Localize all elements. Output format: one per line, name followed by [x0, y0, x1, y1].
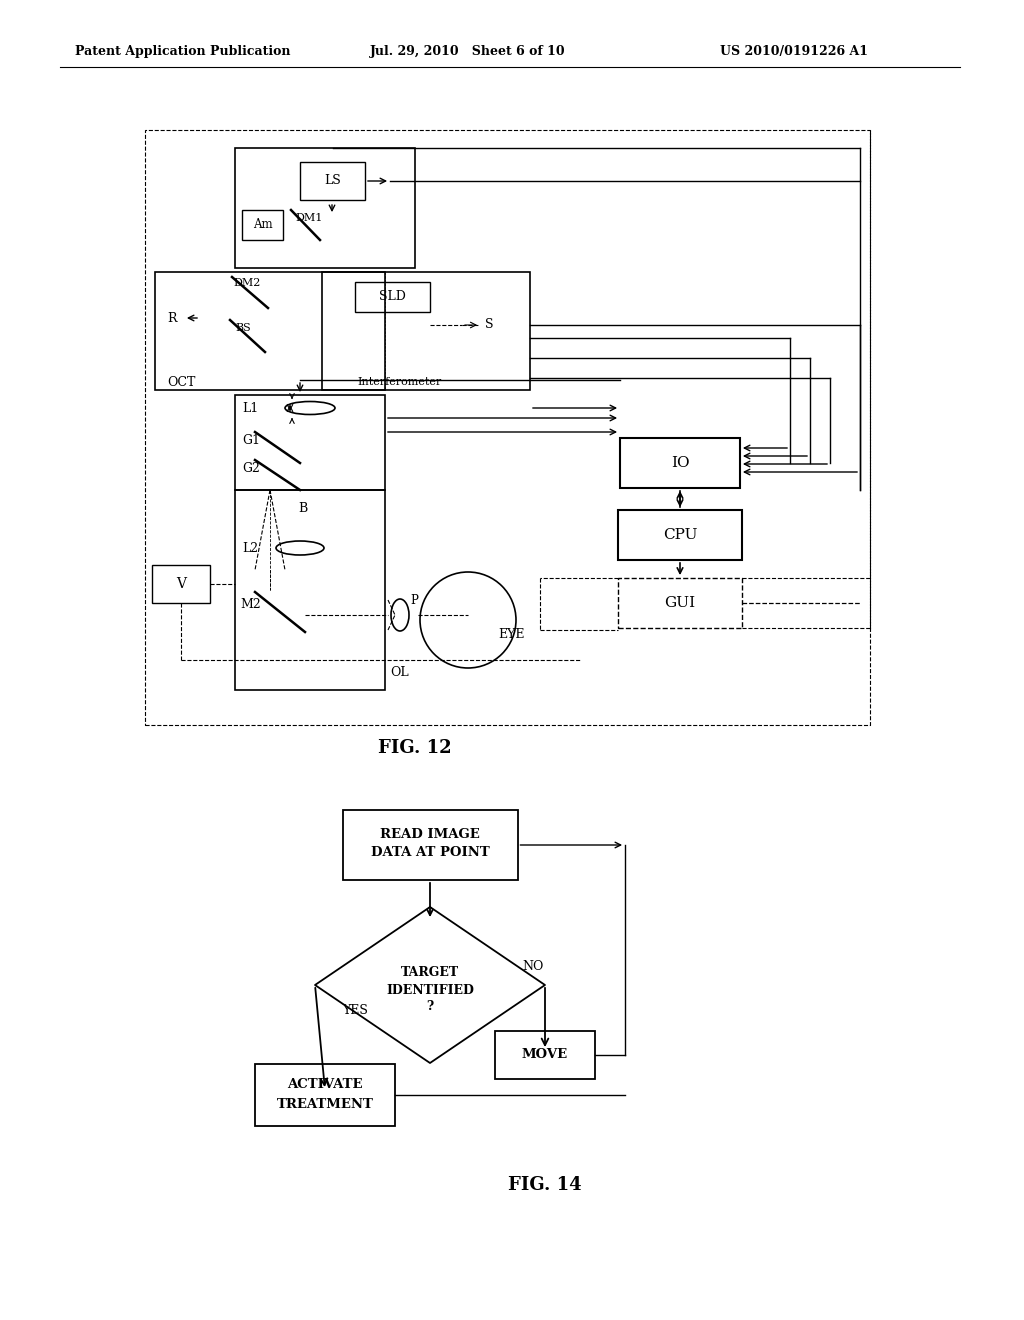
Text: TARGET: TARGET — [401, 966, 459, 979]
Text: Interferometer: Interferometer — [357, 378, 442, 387]
Bar — [495, 1031, 595, 1078]
Text: MOVE: MOVE — [522, 1048, 568, 1061]
Text: DM1: DM1 — [295, 213, 323, 223]
Text: LS: LS — [325, 174, 341, 187]
Text: L2: L2 — [242, 541, 258, 554]
Text: V: V — [176, 577, 186, 591]
Bar — [234, 148, 415, 268]
Text: S: S — [485, 318, 494, 331]
Text: US 2010/0191226 A1: US 2010/0191226 A1 — [720, 45, 868, 58]
Bar — [242, 210, 283, 240]
Text: IDENTIFIED: IDENTIFIED — [386, 983, 474, 997]
Text: IO: IO — [671, 455, 689, 470]
Bar — [152, 565, 210, 603]
Bar — [145, 129, 870, 725]
Text: FIG. 14: FIG. 14 — [508, 1176, 582, 1195]
Text: FIG. 12: FIG. 12 — [378, 739, 452, 756]
Text: ACTIVATE: ACTIVATE — [288, 1078, 362, 1092]
Text: M2: M2 — [240, 598, 261, 611]
Bar — [255, 1064, 395, 1126]
Bar — [300, 162, 365, 201]
Text: TREATMENT: TREATMENT — [276, 1098, 374, 1111]
Text: P: P — [410, 594, 418, 606]
Text: Jul. 29, 2010   Sheet 6 of 10: Jul. 29, 2010 Sheet 6 of 10 — [370, 45, 565, 58]
Text: OL: OL — [391, 665, 410, 678]
Text: G2: G2 — [242, 462, 260, 474]
Text: DATA AT POINT: DATA AT POINT — [371, 846, 489, 859]
Bar — [620, 438, 740, 488]
Bar — [618, 578, 742, 628]
Text: SLD: SLD — [379, 290, 406, 304]
Bar — [355, 282, 430, 312]
Text: EYE: EYE — [498, 628, 524, 642]
Text: R: R — [167, 312, 177, 325]
Text: DM2: DM2 — [233, 279, 260, 288]
Text: ?: ? — [426, 1001, 433, 1014]
Text: Patent Application Publication: Patent Application Publication — [75, 45, 291, 58]
Text: B: B — [298, 502, 307, 515]
Bar — [155, 272, 385, 389]
Text: Am: Am — [253, 219, 272, 231]
Text: GUI: GUI — [665, 597, 695, 610]
Text: OCT: OCT — [167, 375, 196, 388]
Text: BS: BS — [234, 323, 251, 333]
Text: NO: NO — [522, 961, 544, 974]
Text: CPU: CPU — [663, 528, 697, 543]
Text: YES: YES — [342, 1003, 368, 1016]
Bar — [234, 490, 385, 690]
Text: L1: L1 — [242, 401, 258, 414]
Text: READ IMAGE: READ IMAGE — [380, 829, 480, 842]
Text: G1: G1 — [242, 433, 260, 446]
Bar — [234, 395, 385, 490]
Bar — [322, 272, 530, 389]
Bar — [618, 510, 742, 560]
Bar — [342, 810, 517, 880]
